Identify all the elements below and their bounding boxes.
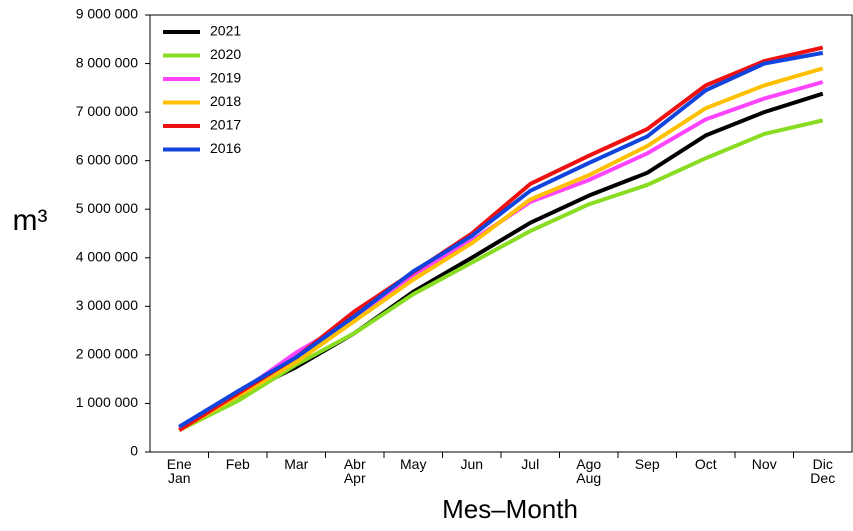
series-line bbox=[178, 50, 824, 429]
x-tick-label: Mar bbox=[284, 456, 308, 472]
x-tick-label-line: Ene bbox=[167, 456, 192, 472]
x-tick-label-line: May bbox=[400, 456, 426, 472]
x-tick-label: Jun bbox=[460, 456, 483, 472]
y-tick-label: 7 000 000 bbox=[76, 103, 138, 119]
x-tick-label: Oct bbox=[695, 456, 717, 472]
x-tick-label-line: Jul bbox=[521, 456, 539, 472]
x-tick-label: Abr Apr bbox=[344, 456, 366, 486]
legend-label: 2018 bbox=[210, 93, 241, 109]
x-tick-label: Sep bbox=[635, 456, 660, 472]
x-tick-label-line: Mar bbox=[284, 456, 308, 472]
x-tick-label: Ene Jan bbox=[167, 456, 192, 486]
y-tick-label: 8 000 000 bbox=[76, 54, 138, 70]
x-tick-label-line: Abr bbox=[344, 456, 366, 472]
x-tick-label: Jul bbox=[521, 456, 539, 472]
series-line bbox=[178, 118, 824, 432]
x-tick-label-line: Apr bbox=[344, 470, 366, 486]
y-tick-label: 9 000 000 bbox=[76, 6, 138, 22]
y-tick-label: 0 bbox=[130, 443, 138, 459]
x-tick-label: Dic Dec bbox=[810, 456, 835, 486]
x-axis-title: Mes–Month bbox=[442, 494, 578, 524]
x-tick-label-line: Feb bbox=[226, 456, 250, 472]
series-line bbox=[178, 66, 824, 432]
x-tick-label: May bbox=[400, 456, 426, 472]
x-tick-label-line: Nov bbox=[752, 456, 777, 472]
legend-label: 2016 bbox=[210, 140, 241, 156]
legend-label: 2021 bbox=[210, 23, 241, 39]
x-tick-label-line: Jan bbox=[168, 470, 191, 486]
y-tick-label: 6 000 000 bbox=[76, 151, 138, 167]
y-tick-label: 5 000 000 bbox=[76, 200, 138, 216]
y-tick-label: 4 000 000 bbox=[76, 248, 138, 264]
legend-label: 2019 bbox=[210, 70, 241, 86]
y-tick-label: 2 000 000 bbox=[76, 346, 138, 362]
x-tick-label-line: Dic bbox=[813, 456, 833, 472]
y-tick-label: 1 000 000 bbox=[76, 394, 138, 410]
x-tick-label-line: Oct bbox=[695, 456, 717, 472]
x-tick-label: Ago Aug bbox=[576, 456, 601, 486]
x-tick-label-line: Jun bbox=[460, 456, 483, 472]
x-tick-label-line: Dec bbox=[810, 470, 835, 486]
x-tick-label: Feb bbox=[226, 456, 250, 472]
x-tick-label: Nov bbox=[752, 456, 777, 472]
legend-label: 2020 bbox=[210, 46, 241, 62]
legend-label: 2017 bbox=[210, 117, 241, 133]
x-tick-label-line: Sep bbox=[635, 456, 660, 472]
x-tick-label-line: Aug bbox=[576, 470, 601, 486]
y-axis-title: m³ bbox=[13, 204, 48, 237]
x-tick-label-line: Ago bbox=[576, 456, 601, 472]
y-tick-label: 3 000 000 bbox=[76, 297, 138, 313]
